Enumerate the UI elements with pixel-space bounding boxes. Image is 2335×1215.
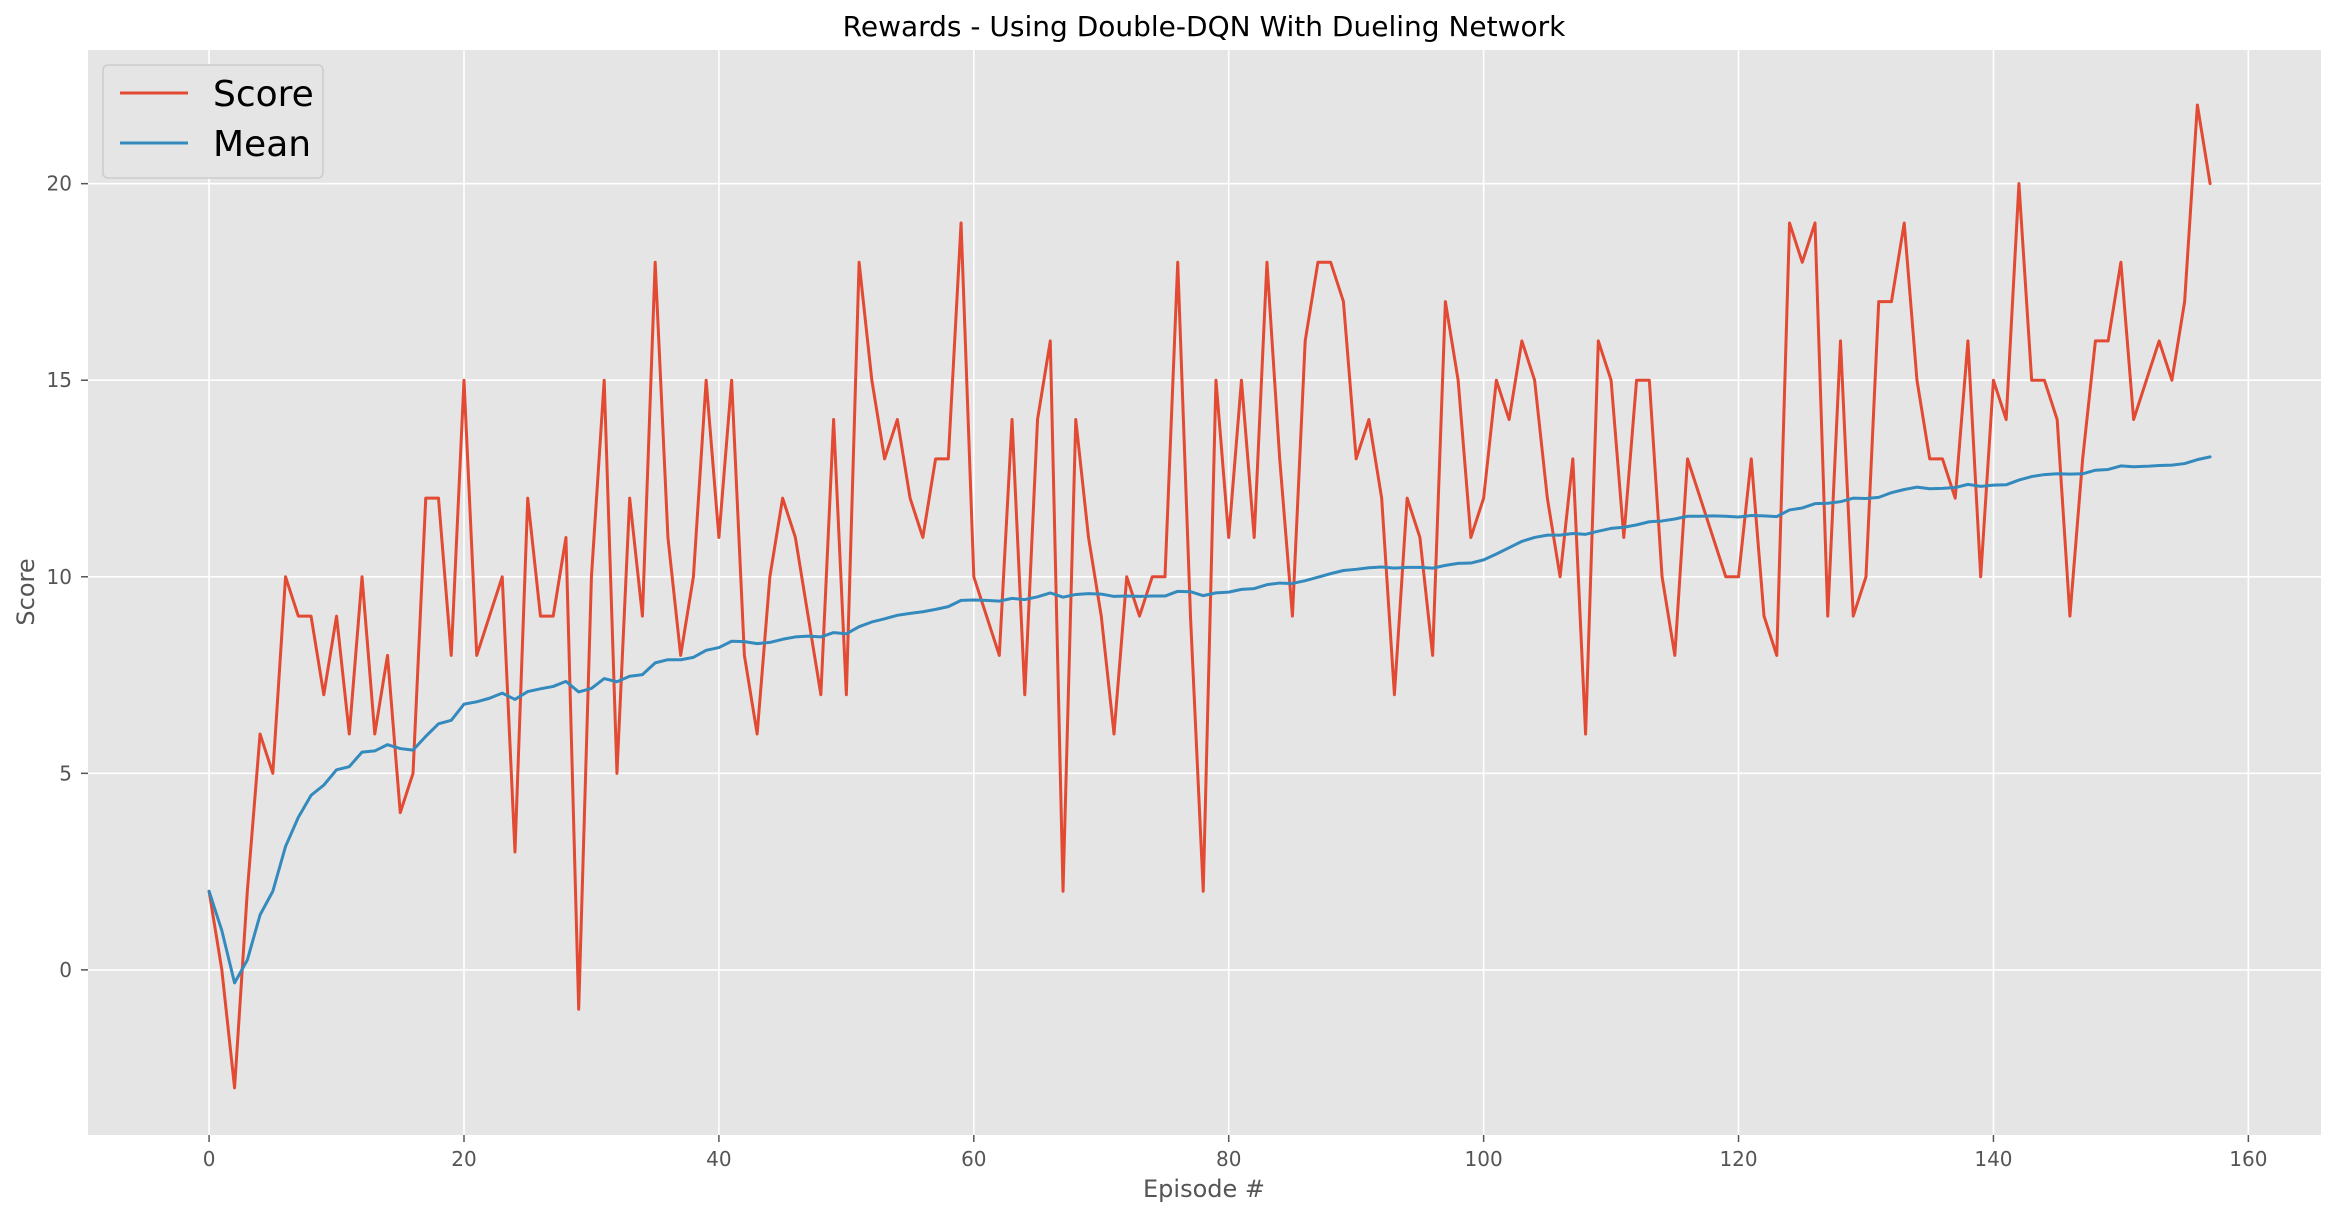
y-tick-label: 10 [47,565,72,589]
legend-label-mean: Mean [213,124,311,165]
x-axis-label: Episode # [1143,1175,1265,1203]
x-tick-label: 120 [1719,1147,1757,1171]
grid-lines [88,50,2321,1135]
plot-background [88,50,2321,1135]
x-tick-label: 80 [1216,1147,1241,1171]
data-series [207,103,2212,1090]
y-tick-label: 5 [59,761,72,785]
x-tick-label: 0 [203,1147,216,1171]
legend: Score Mean [102,64,324,179]
x-tick-label: 40 [706,1147,731,1171]
chart-title: Rewards - Using Double-DQN With Dueling … [843,10,1566,43]
x-tick-label: 140 [1974,1147,2012,1171]
x-tick-label: 160 [2229,1147,2267,1171]
series-line-mean [207,455,2212,985]
y-tick-label: 20 [47,172,72,196]
y-tick-label: 15 [47,368,72,392]
legend-label-score: Score [213,74,314,115]
x-tick-label: 60 [961,1147,986,1171]
y-tick-label: 0 [59,958,72,982]
x-tick-label: 100 [1465,1147,1503,1171]
series-line-score [207,103,2212,1090]
tick-labels: 0 20 40 60 80 100 120 140 160 0 5 10 15 20 [47,172,2268,1171]
y-axis-label: Score [12,558,40,625]
x-tick-label: 20 [451,1147,476,1171]
